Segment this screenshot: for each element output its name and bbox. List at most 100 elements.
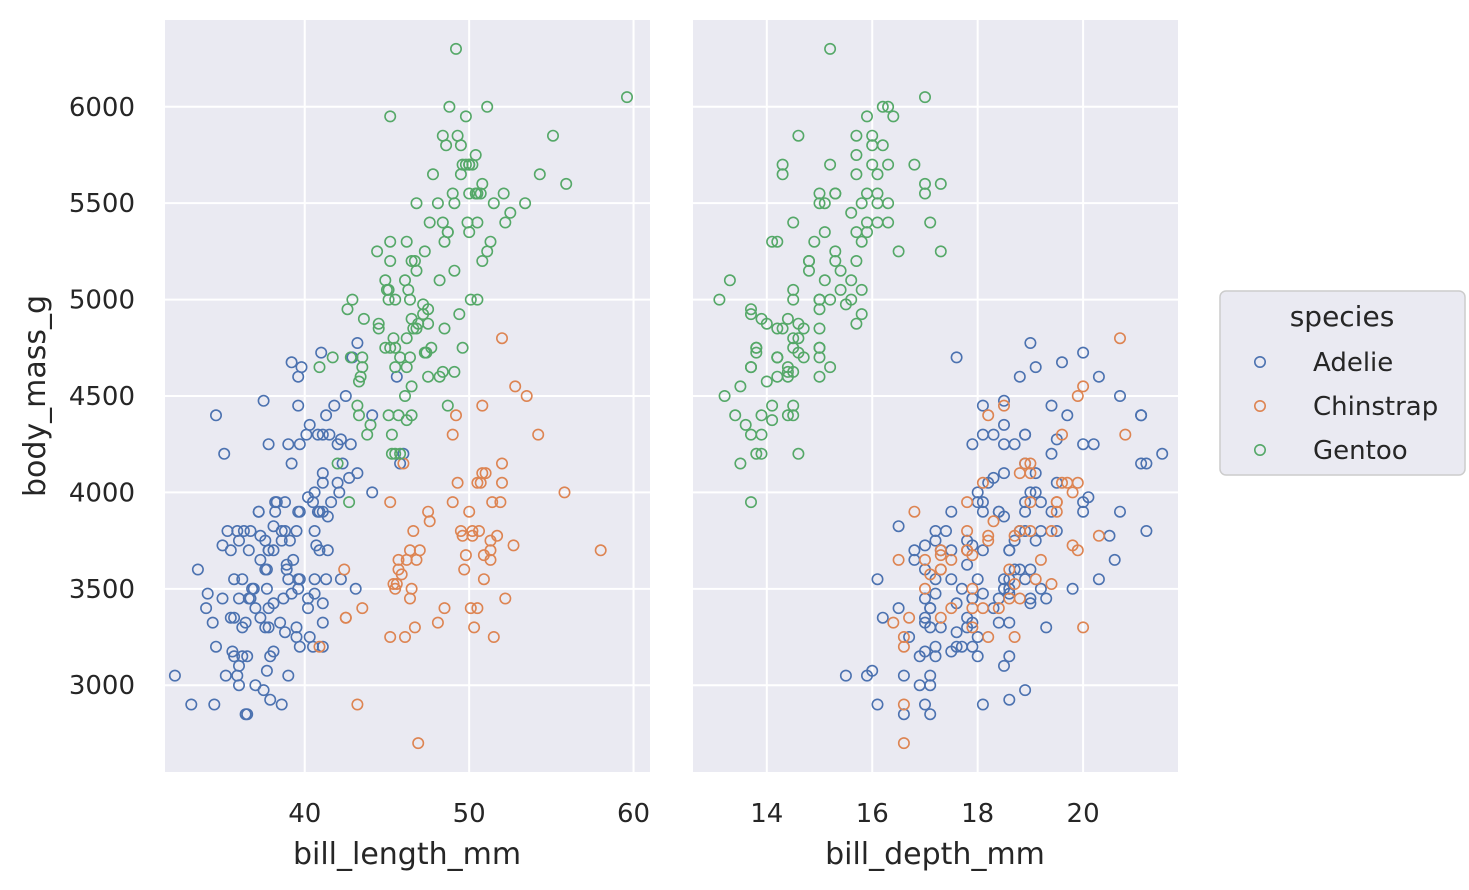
point-gentoo [744, 303, 757, 316]
point-gentoo [418, 245, 431, 258]
point-adelie [1008, 534, 1021, 547]
point-adelie [280, 563, 293, 576]
point-gentoo [729, 409, 742, 422]
point-chinstrap [1013, 592, 1026, 605]
legend-marker-adelie [1254, 355, 1267, 368]
point-adelie [987, 428, 1000, 441]
point-adelie [929, 640, 942, 653]
point-gentoo [438, 235, 451, 248]
point-chinstrap [466, 524, 479, 537]
point-adelie [1013, 370, 1026, 383]
point-gentoo [357, 312, 370, 325]
point-gentoo [459, 158, 472, 171]
legend: species Adelie Chinstrap Gentoo [1219, 290, 1466, 476]
point-chinstrap [1024, 496, 1037, 509]
point-gentoo [454, 139, 467, 152]
point-chinstrap [976, 602, 989, 615]
point-adelie [1114, 389, 1127, 402]
point-chinstrap [976, 476, 989, 489]
point-chinstrap [449, 409, 462, 422]
point-gentoo [744, 308, 757, 321]
point-adelie [1045, 505, 1058, 518]
point-adelie [1114, 505, 1127, 518]
point-chinstrap [487, 630, 500, 643]
legend-marker-chinstrap [1254, 399, 1267, 412]
point-chinstrap [468, 621, 481, 634]
point-adelie [1024, 336, 1037, 349]
point-adelie [1019, 684, 1032, 697]
point-chinstrap [431, 616, 444, 629]
point-adelie [257, 394, 270, 407]
point-chinstrap [594, 544, 607, 557]
point-gentoo [760, 375, 773, 388]
point-chinstrap [897, 698, 910, 711]
point-gentoo [341, 303, 354, 316]
point-gentoo [346, 293, 359, 306]
point-adelie [1061, 409, 1074, 422]
point-chinstrap [495, 476, 508, 489]
point-adelie [275, 534, 288, 547]
point-adelie [236, 621, 249, 634]
point-adelie [1140, 457, 1153, 470]
point-adelie [242, 592, 255, 605]
point-chinstrap [982, 409, 995, 422]
point-gentoo [400, 332, 413, 345]
point-chinstrap [477, 573, 490, 586]
point-adelie [280, 558, 293, 571]
point-gentoo [755, 428, 768, 441]
point-gentoo [453, 308, 466, 321]
point-adelie [1135, 457, 1148, 470]
point-gentoo [448, 264, 461, 277]
point-gentoo [755, 409, 768, 422]
legend-frame [1219, 290, 1466, 476]
point-adelie [987, 471, 1000, 484]
point-gentoo [908, 158, 921, 171]
point-gentoo [389, 341, 402, 354]
point-gentoo [476, 255, 489, 268]
point-gentoo [436, 216, 449, 229]
point-adelie [997, 573, 1010, 586]
point-chinstrap [479, 467, 492, 480]
point-gentoo [476, 177, 489, 190]
point-gentoo [469, 187, 482, 200]
point-adelie [997, 659, 1010, 672]
point-adelie [961, 558, 974, 571]
point-gentoo [887, 110, 900, 123]
point-chinstrap [338, 563, 351, 576]
point-gentoo [344, 351, 357, 364]
point-adelie [918, 611, 931, 624]
point-gentoo [454, 168, 467, 181]
point-gentoo [499, 216, 512, 229]
point-gentoo [372, 317, 385, 330]
point-gentoo [818, 274, 831, 287]
point-adelie [208, 698, 221, 711]
point-gentoo [871, 168, 884, 181]
point-adelie [918, 698, 931, 711]
point-chinstrap [903, 611, 916, 624]
point-adelie [282, 669, 295, 682]
point-chinstrap [934, 611, 947, 624]
point-gentoo [448, 365, 461, 378]
y-tick-label: 3000 [69, 671, 135, 701]
point-gentoo [398, 389, 411, 402]
point-adelie [252, 505, 265, 518]
point-adelie [236, 650, 249, 663]
point-chinstrap [1050, 505, 1063, 518]
point-adelie [185, 698, 198, 711]
point-adelie [216, 592, 229, 605]
point-gentoo [422, 370, 435, 383]
point-gentoo [734, 457, 747, 470]
point-chinstrap [945, 553, 958, 566]
point-adelie [241, 650, 254, 663]
point-chinstrap [384, 496, 397, 509]
point-gentoo [818, 197, 831, 210]
point-chinstrap [464, 602, 477, 615]
point-gentoo [882, 197, 895, 210]
point-adelie [892, 520, 905, 533]
point-adelie [267, 645, 280, 658]
point-adelie [316, 616, 329, 629]
point-gentoo [326, 351, 339, 364]
point-gentoo [469, 149, 482, 162]
point-gentoo [436, 365, 449, 378]
point-chinstrap [408, 621, 421, 634]
